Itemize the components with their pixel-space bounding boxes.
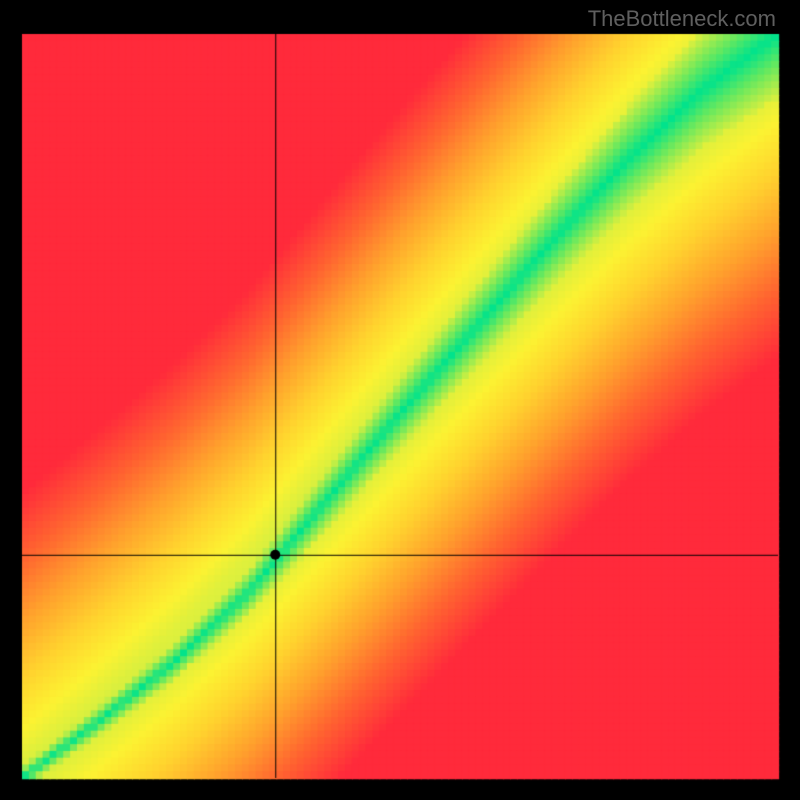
bottleneck-heatmap (0, 0, 800, 800)
watermark-text: TheBottleneck.com (588, 6, 776, 32)
chart-container: { "watermark": "TheBottleneck.com", "cha… (0, 0, 800, 800)
